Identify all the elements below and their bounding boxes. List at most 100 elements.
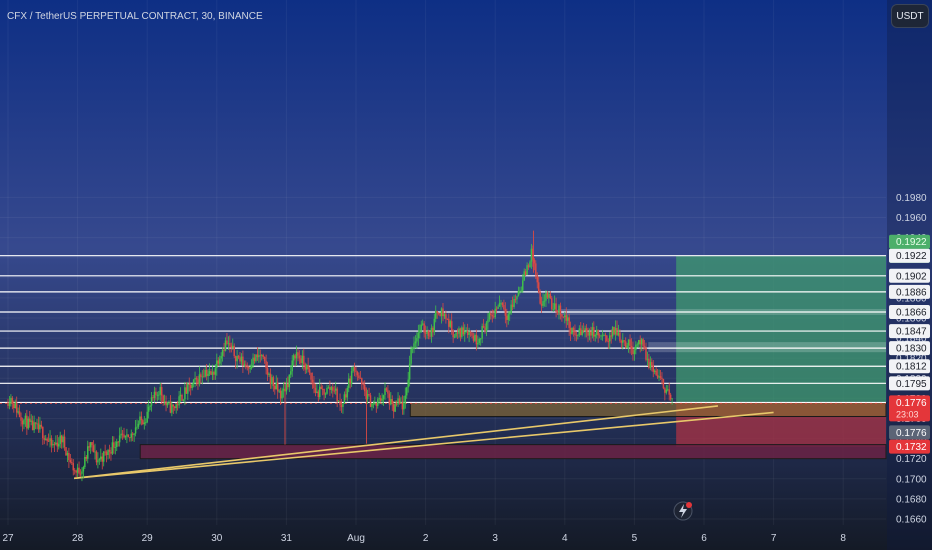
candle-body <box>65 447 67 456</box>
candle-body <box>343 394 346 404</box>
candle-body <box>498 302 501 307</box>
candle-body <box>287 383 289 388</box>
candle-body <box>239 357 241 362</box>
candle-body <box>323 389 325 395</box>
candle-body <box>648 358 650 368</box>
candle-body <box>494 308 496 318</box>
candle-body <box>85 456 88 459</box>
candle-body <box>513 298 515 308</box>
target-price-label: 0.1922 <box>896 237 927 248</box>
candle-body <box>442 308 444 317</box>
candle-body <box>166 402 169 406</box>
candle-body <box>316 391 318 393</box>
candle-body <box>23 419 25 425</box>
candle-body <box>478 338 480 343</box>
candle-body <box>413 343 415 349</box>
candle-body <box>213 371 215 375</box>
candle-body <box>646 358 649 360</box>
candle-body <box>330 387 333 390</box>
notification-dot <box>686 502 692 508</box>
candle-body <box>359 378 362 379</box>
candle-body <box>591 327 594 336</box>
resistance-band <box>648 342 886 353</box>
candle-body <box>453 336 456 338</box>
candle-body <box>630 345 633 349</box>
candle-body <box>661 377 663 380</box>
candle-body <box>617 332 620 336</box>
candle-body <box>129 437 131 439</box>
candle-body <box>266 368 269 375</box>
candle-body <box>292 355 295 361</box>
candle-body <box>243 364 246 366</box>
candle-body <box>606 335 608 342</box>
candle-body <box>426 331 428 334</box>
candle-body <box>388 393 391 405</box>
candle-body <box>507 314 509 320</box>
candle-body <box>537 282 540 293</box>
currency-button[interactable]: USDT <box>891 4 929 28</box>
candle-body <box>281 390 283 399</box>
candle-body <box>317 391 320 398</box>
candle-body <box>300 358 302 363</box>
candle-body <box>404 395 407 403</box>
candle-body <box>162 395 164 402</box>
candle-body <box>475 334 478 345</box>
lightning-bolt <box>679 504 687 518</box>
candle-body <box>345 394 347 398</box>
candle-body <box>604 334 607 336</box>
candle-body <box>143 422 146 425</box>
candle-body <box>114 446 117 448</box>
candle-body <box>526 265 528 275</box>
candle-body <box>381 399 383 401</box>
candle-body <box>423 323 425 333</box>
candle-body <box>250 365 253 369</box>
candle-body <box>121 433 124 435</box>
candle-body <box>118 435 121 443</box>
candle-body <box>635 344 637 351</box>
candle-body <box>13 403 15 408</box>
candle-body <box>639 340 641 345</box>
support-zone <box>139 444 887 460</box>
candle-body <box>191 383 193 389</box>
candle-body <box>233 345 235 357</box>
candle-body <box>658 376 660 378</box>
candle-body <box>552 309 554 310</box>
candle-body <box>379 397 382 401</box>
candle-body <box>207 373 209 377</box>
candle-body <box>305 364 308 370</box>
candle-body <box>464 332 466 335</box>
last-price-label: 0.1776 <box>896 398 927 409</box>
candle-body <box>523 271 525 281</box>
candle-body <box>371 403 373 407</box>
candle-body <box>590 331 592 336</box>
candle-body <box>276 382 279 392</box>
candle-body <box>581 330 583 336</box>
candle-body <box>529 261 531 268</box>
candle-body <box>147 406 150 412</box>
candle-body <box>588 331 591 336</box>
x-tick-label: 28 <box>72 533 84 544</box>
candle-body <box>564 315 566 318</box>
candle-body <box>482 325 485 328</box>
candle-body <box>327 387 330 388</box>
candle-body <box>504 309 507 316</box>
candle-body <box>252 357 254 366</box>
candle-body <box>265 361 267 369</box>
candle-body <box>36 423 38 425</box>
candle-body <box>179 394 182 397</box>
x-tick-label: 8 <box>840 533 846 544</box>
candle-body <box>29 418 31 422</box>
candle-body <box>40 424 43 427</box>
candle-body <box>555 303 557 312</box>
candle-body <box>101 456 103 462</box>
candle-body <box>46 438 48 441</box>
candle-body <box>495 308 498 310</box>
candle-body <box>49 438 51 442</box>
candle-body <box>669 394 672 400</box>
candle-body <box>76 467 79 473</box>
candle-body <box>662 379 665 389</box>
candle-body <box>643 346 646 348</box>
candle-body <box>201 376 204 378</box>
